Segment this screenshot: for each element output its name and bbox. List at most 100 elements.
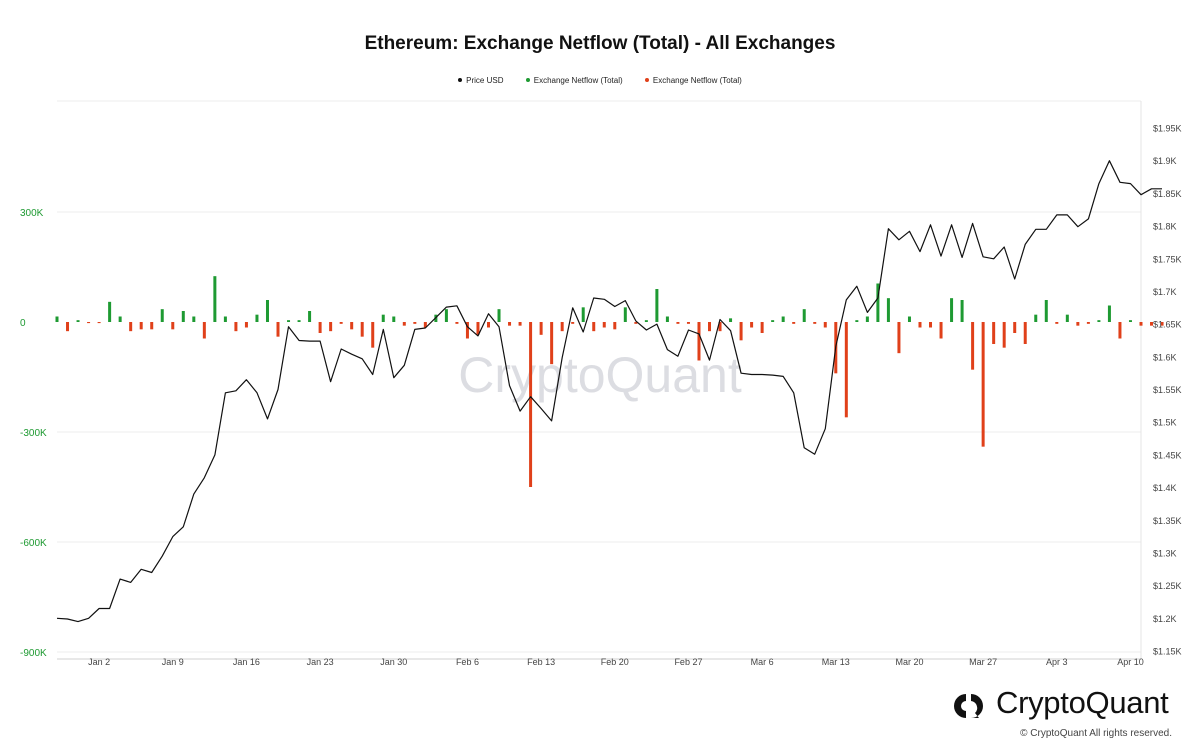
netflow-bar[interactable] xyxy=(423,322,427,328)
netflow-bar[interactable] xyxy=(729,318,733,322)
netflow-bar[interactable] xyxy=(497,309,501,322)
netflow-bar[interactable] xyxy=(265,300,269,322)
netflow-bar[interactable] xyxy=(1086,322,1090,324)
netflow-bar[interactable] xyxy=(518,322,522,326)
netflow-bar[interactable] xyxy=(708,322,712,332)
netflow-bar[interactable] xyxy=(644,320,648,322)
netflow-bar[interactable] xyxy=(455,322,459,324)
netflow-bar[interactable] xyxy=(381,314,385,322)
netflow-bar[interactable] xyxy=(213,276,217,322)
netflow-bar[interactable] xyxy=(318,322,322,333)
netflow-bar[interactable] xyxy=(392,316,396,323)
netflow-bar[interactable] xyxy=(465,322,469,339)
netflow-bar[interactable] xyxy=(718,322,722,332)
netflow-bar[interactable] xyxy=(1107,305,1111,323)
netflow-bar[interactable] xyxy=(297,320,301,322)
netflow-bar[interactable] xyxy=(865,316,869,323)
netflow-bar[interactable] xyxy=(444,309,448,322)
netflow-bar[interactable] xyxy=(971,322,975,370)
netflow-bar[interactable] xyxy=(739,322,743,341)
netflow-bar[interactable] xyxy=(529,322,533,487)
netflow-bar[interactable] xyxy=(87,322,91,324)
netflow-bar[interactable] xyxy=(760,322,764,333)
netflow-bar[interactable] xyxy=(1128,320,1132,322)
netflow-bar[interactable] xyxy=(360,322,364,337)
netflow-bar[interactable] xyxy=(939,322,943,339)
netflow-bar[interactable] xyxy=(792,322,796,324)
netflow-bar[interactable] xyxy=(623,307,627,322)
netflow-bar[interactable] xyxy=(992,322,996,344)
netflow-bar[interactable] xyxy=(508,322,512,326)
netflow-bar[interactable] xyxy=(118,316,122,323)
netflow-bar[interactable] xyxy=(1034,314,1038,322)
netflow-bar[interactable] xyxy=(1160,322,1164,326)
price-usd-line[interactable] xyxy=(56,160,1162,623)
netflow-bar[interactable] xyxy=(897,322,901,354)
netflow-bar[interactable] xyxy=(918,322,922,328)
netflow-bar[interactable] xyxy=(1097,320,1101,322)
netflow-bar[interactable] xyxy=(686,322,690,324)
netflow-bar[interactable] xyxy=(813,322,817,324)
netflow-bar[interactable] xyxy=(602,322,606,328)
netflow-bar[interactable] xyxy=(308,311,312,322)
netflow-bar[interactable] xyxy=(876,283,880,323)
netflow-bar[interactable] xyxy=(550,322,554,365)
netflow-bar[interactable] xyxy=(823,322,827,328)
netflow-bar[interactable] xyxy=(486,322,490,328)
netflow-bar[interactable] xyxy=(1076,322,1080,326)
netflow-bar[interactable] xyxy=(1150,322,1154,326)
netflow-bar[interactable] xyxy=(171,322,175,330)
netflow-bar[interactable] xyxy=(1023,322,1027,344)
netflow-bar[interactable] xyxy=(402,322,406,326)
netflow-bar[interactable] xyxy=(1065,314,1069,322)
netflow-bar[interactable] xyxy=(339,322,343,324)
netflow-bar[interactable] xyxy=(350,322,354,330)
netflow-bar[interactable] xyxy=(329,322,333,332)
netflow-bar[interactable] xyxy=(202,322,206,339)
netflow-bar[interactable] xyxy=(1118,322,1122,339)
netflow-bar[interactable] xyxy=(592,322,596,332)
netflow-bar[interactable] xyxy=(1002,322,1006,348)
netflow-bar[interactable] xyxy=(97,322,101,324)
netflow-bar[interactable] xyxy=(234,322,238,332)
netflow-bar[interactable] xyxy=(655,289,659,322)
netflow-bar[interactable] xyxy=(55,316,59,323)
netflow-bar[interactable] xyxy=(750,322,754,328)
netflow-bar[interactable] xyxy=(223,316,227,323)
netflow-bar[interactable] xyxy=(192,316,196,323)
netflow-bar[interactable] xyxy=(539,322,543,335)
legend-item-netflow-negative[interactable]: Exchange Netflow (Total) xyxy=(644,76,742,85)
netflow-bar[interactable] xyxy=(255,314,259,322)
netflow-bar[interactable] xyxy=(981,322,985,447)
netflow-bar[interactable] xyxy=(771,320,775,322)
netflow-bar[interactable] xyxy=(929,322,933,328)
netflow-bar[interactable] xyxy=(697,322,701,361)
netflow-bar[interactable] xyxy=(665,316,669,323)
netflow-bar[interactable] xyxy=(1055,322,1059,324)
netflow-bar[interactable] xyxy=(781,316,785,323)
netflow-bar[interactable] xyxy=(1013,322,1017,333)
netflow-bar[interactable] xyxy=(66,322,70,332)
netflow-bar[interactable] xyxy=(1044,300,1048,322)
netflow-bar[interactable] xyxy=(907,316,911,323)
netflow-bar[interactable] xyxy=(139,322,143,330)
netflow-bar[interactable] xyxy=(108,301,112,322)
netflow-bar[interactable] xyxy=(676,322,680,324)
netflow-bar[interactable] xyxy=(581,307,585,322)
netflow-bar[interactable] xyxy=(276,322,280,337)
netflow-bar[interactable] xyxy=(181,311,185,322)
netflow-bar[interactable] xyxy=(287,320,291,322)
netflow-bar[interactable] xyxy=(476,322,480,335)
netflow-bar[interactable] xyxy=(950,298,954,322)
netflow-bar[interactable] xyxy=(960,300,964,322)
legend-item-price[interactable]: Price USD xyxy=(458,76,504,85)
netflow-bar[interactable] xyxy=(886,298,890,322)
netflow-bar[interactable] xyxy=(571,322,575,324)
netflow-bar[interactable] xyxy=(844,322,848,418)
netflow-bar[interactable] xyxy=(244,322,248,328)
netflow-bar[interactable] xyxy=(1139,322,1143,326)
netflow-bar[interactable] xyxy=(634,322,638,324)
legend-item-netflow-positive[interactable]: Exchange Netflow (Total) xyxy=(525,76,623,85)
netflow-bar[interactable] xyxy=(129,322,133,332)
netflow-bar[interactable] xyxy=(613,322,617,330)
